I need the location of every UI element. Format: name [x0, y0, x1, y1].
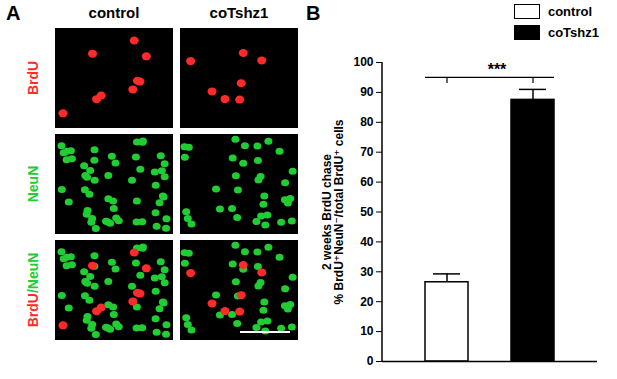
svg-text:NeuN: NeuN: [25, 166, 41, 203]
svg-text:100: 100: [353, 55, 373, 69]
svg-text:20: 20: [360, 295, 374, 309]
svg-text:control: control: [89, 4, 140, 21]
svg-text:A: A: [6, 2, 20, 24]
svg-text:50: 50: [360, 205, 374, 219]
svg-text:***: ***: [488, 61, 507, 78]
svg-text:BrdU: BrdU: [25, 61, 41, 95]
svg-text:80: 80: [360, 115, 374, 129]
svg-text:coTshz1: coTshz1: [210, 4, 269, 21]
svg-text:10: 10: [360, 324, 374, 338]
svg-text:0: 0: [367, 354, 374, 368]
svg-text:70: 70: [360, 145, 374, 159]
svg-text:BrdU/NeuN: BrdU/NeuN: [25, 253, 41, 328]
svg-text:2 weeks BrdU chase% BrdU⁺NeuN⁻: 2 weeks BrdU chase% BrdU⁺NeuN⁻/total Brd…: [320, 119, 346, 304]
html-text:B: B: [306, 2, 321, 24]
svg-text:60: 60: [360, 175, 374, 189]
svg-text:40: 40: [360, 235, 374, 249]
html-text:coTshz1: coTshz1: [547, 25, 599, 40]
html-text:control: control: [547, 4, 592, 19]
svg-text:30: 30: [360, 265, 374, 279]
svg-text:90: 90: [360, 85, 374, 99]
